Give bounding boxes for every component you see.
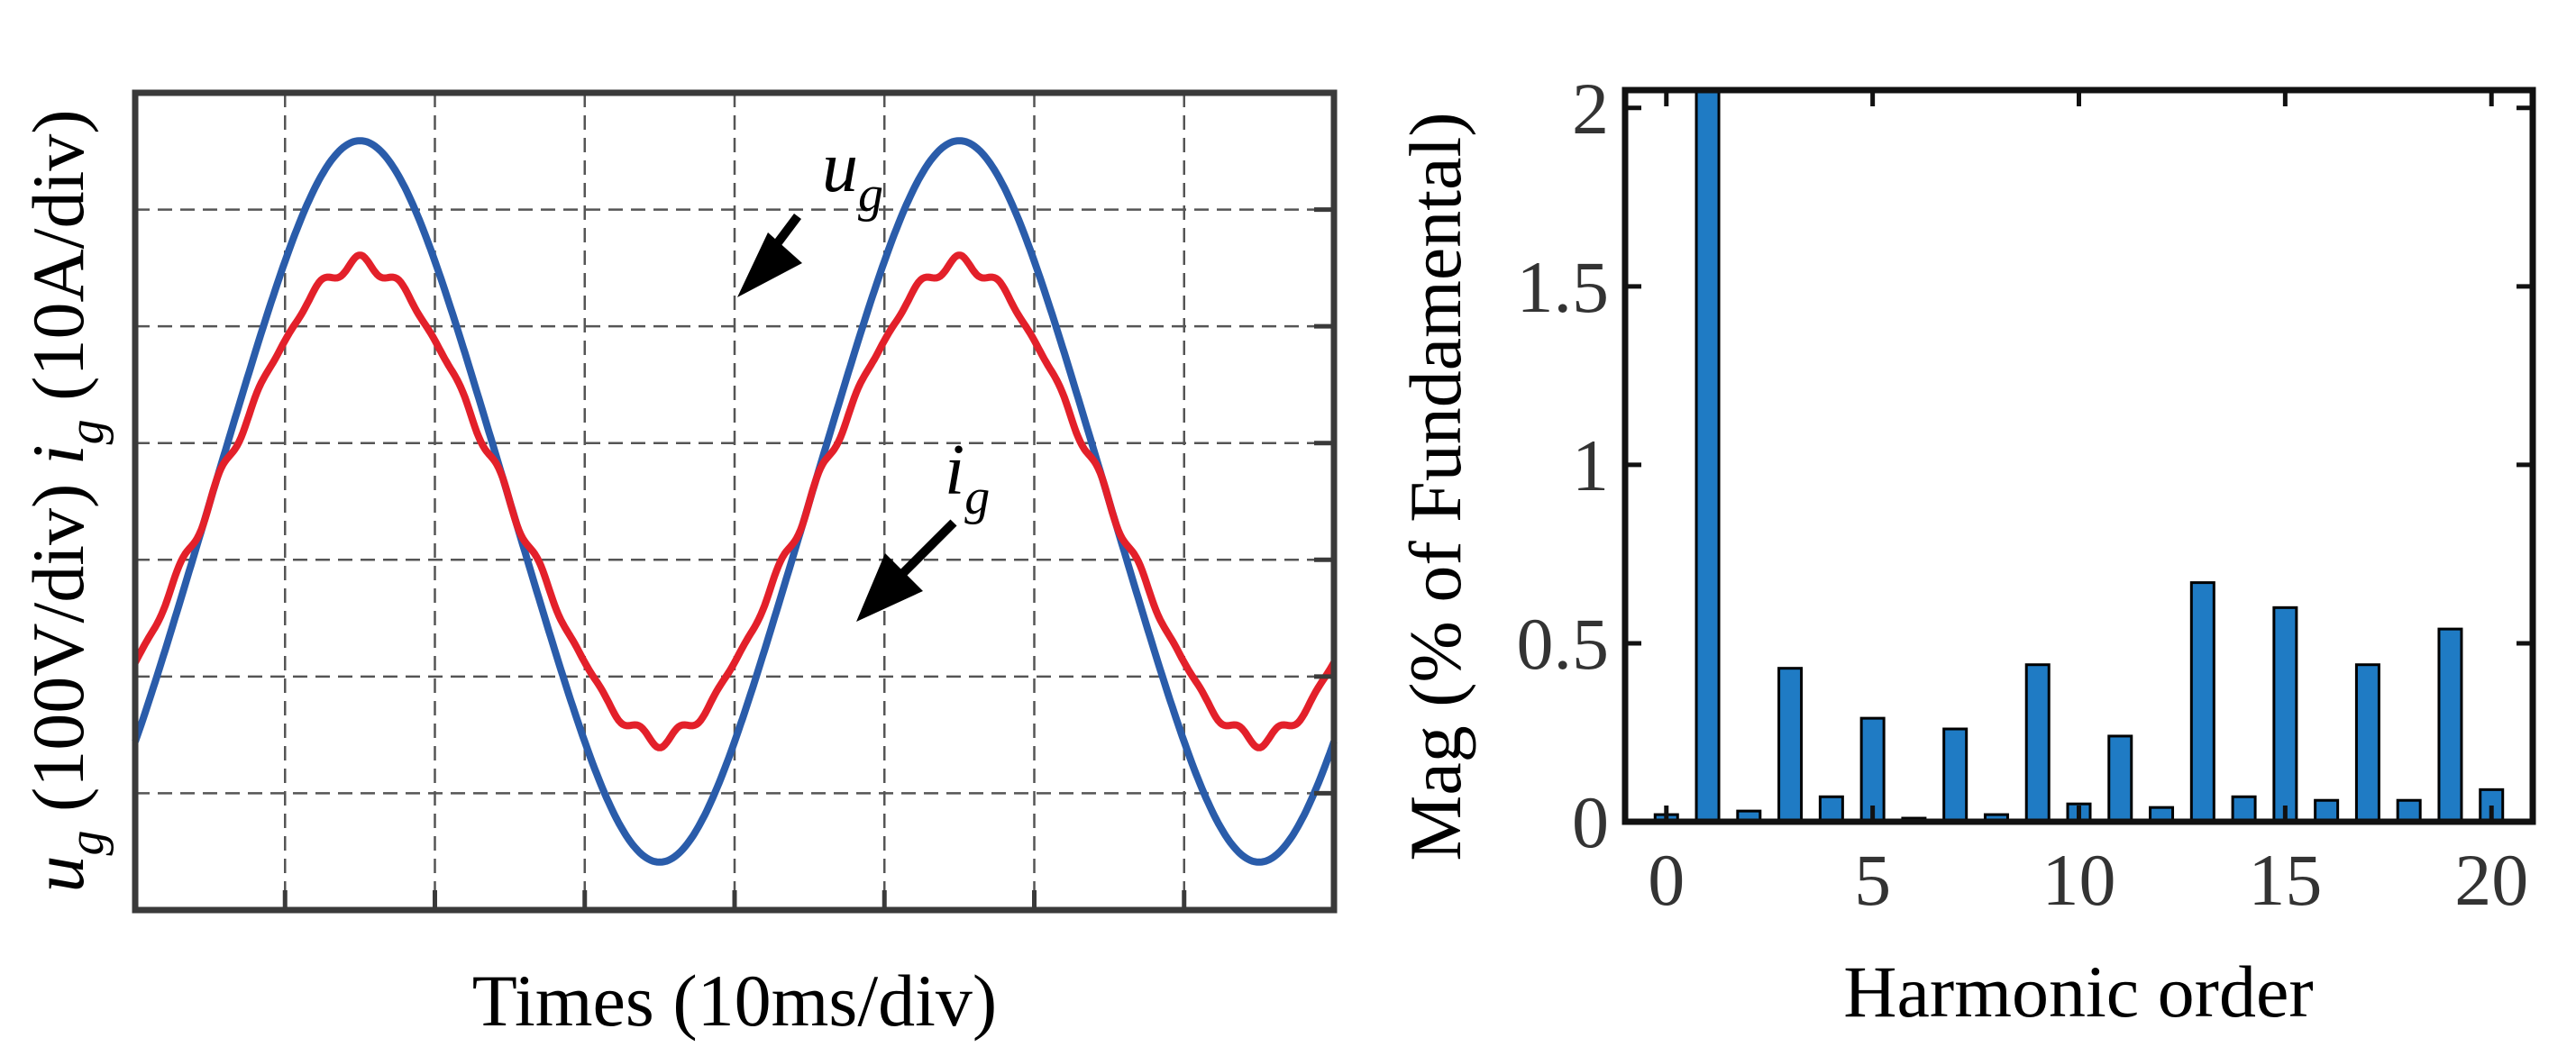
harmonic-bar-18 bbox=[2396, 798, 2422, 824]
harmonic-bar-14 bbox=[2231, 795, 2257, 824]
spectrum-xtick-label: 5 bbox=[1854, 839, 1891, 921]
ig-trace bbox=[132, 251, 1338, 751]
harmonic-bar-17 bbox=[2354, 663, 2380, 824]
spectrum-ticks bbox=[1625, 90, 2533, 824]
spectrum-frame bbox=[1621, 86, 2536, 825]
harmonic-bar-3 bbox=[1777, 667, 1804, 824]
spectrum-y-label: Mag (% of Fundamental) bbox=[1394, 112, 1476, 860]
harmonic-bar-13 bbox=[2189, 581, 2215, 824]
spectrum-tick-labels: 0 5 10 15 20 0 0.5 1 1.5 2 bbox=[1517, 68, 2529, 921]
spectrum-xtick-label: 15 bbox=[2248, 839, 2322, 921]
spectrum-ytick-label: 1.5 bbox=[1517, 246, 1610, 328]
spectrum-ytick-label: 2 bbox=[1572, 68, 1609, 150]
waveform-traces bbox=[132, 137, 1338, 866]
harmonic-bar-4 bbox=[1818, 795, 1844, 824]
harmonic-bar-15 bbox=[2272, 605, 2298, 824]
spectrum-xtick-label: 10 bbox=[2042, 839, 2116, 921]
spectrum-ytick-label: 0.5 bbox=[1517, 603, 1610, 685]
ug-trace bbox=[132, 137, 1338, 866]
harmonic-bar-1 bbox=[1694, 88, 1721, 824]
harmonic-bar-5 bbox=[1859, 716, 1886, 824]
spectrum-xtick-label: 20 bbox=[2454, 839, 2528, 921]
harmonic-spectrum-chart: 0 5 10 15 20 0 0.5 1 1.5 2 Harmonic order Mag (% … bbox=[1394, 68, 2536, 1033]
spectrum-x-label: Harmonic order bbox=[1843, 951, 2313, 1033]
spectrum-ytick-label: 0 bbox=[1572, 781, 1609, 863]
harmonic-bar-16 bbox=[2314, 798, 2340, 824]
ug-annotation-arrowhead bbox=[737, 232, 802, 297]
harmonic-bars bbox=[1653, 88, 2505, 824]
ig-annotation-label: ig bbox=[945, 431, 990, 525]
harmonic-bar-19 bbox=[2437, 627, 2463, 824]
waveform-y-label: ug (100V/div) ig (10A/div) bbox=[17, 109, 114, 892]
waveform-grid bbox=[135, 93, 1334, 910]
harmonic-bar-7 bbox=[1942, 727, 1969, 824]
ig-annotation-arrowhead bbox=[856, 553, 923, 622]
waveform-chart: ug ig Times (10ms/div) ug (100V/div) ig … bbox=[17, 89, 1338, 1042]
ug-annotation-label: ug bbox=[822, 128, 883, 223]
spectrum-xtick-label: 0 bbox=[1648, 839, 1685, 921]
harmonic-bar-9 bbox=[2024, 663, 2051, 824]
spectrum-ytick-label: 1 bbox=[1572, 424, 1609, 506]
waveform-ticks bbox=[282, 207, 1334, 910]
waveform-x-label: Times (10ms/div) bbox=[472, 960, 997, 1042]
harmonic-bar-11 bbox=[2107, 734, 2133, 824]
